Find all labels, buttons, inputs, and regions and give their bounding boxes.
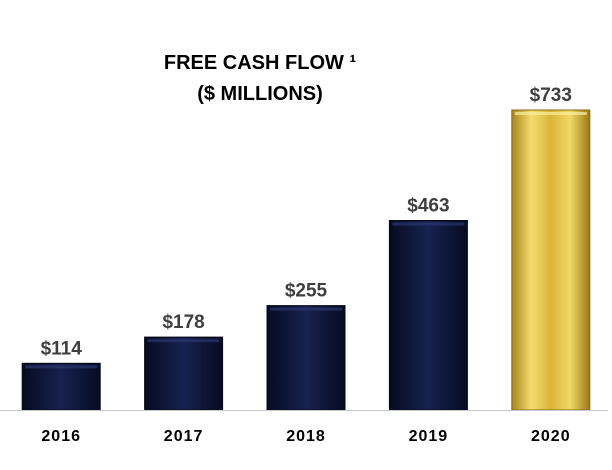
bar-2019 — [388, 220, 468, 411]
bar-bevel-2018 — [270, 307, 342, 311]
x-tick-2017: 2017 — [164, 428, 204, 445]
bar-bevel-2020 — [514, 112, 587, 115]
bar-2017 — [144, 336, 224, 411]
chart-subtitle: ($ MILLIONS) — [197, 83, 323, 105]
data-label-2018: $255 — [285, 281, 328, 302]
data-label-2017: $178 — [162, 312, 204, 333]
data-label-2020: $733 — [530, 85, 572, 106]
data-label-2016: $114 — [41, 338, 83, 359]
x-tick-2019: 2019 — [409, 428, 449, 445]
bar-bevel-2017 — [147, 339, 220, 343]
data-label-2019: $463 — [407, 196, 449, 217]
bar-2020 — [511, 109, 591, 411]
bar-2016 — [21, 362, 101, 411]
bar-2018 — [266, 305, 346, 411]
bar-bevel-2019 — [392, 222, 465, 226]
x-tick-2018: 2018 — [286, 428, 326, 445]
chart-title: FREE CASH FLOW ¹ — [163, 52, 357, 74]
x-tick-2016: 2016 — [41, 428, 81, 445]
x-tick-2020: 2020 — [531, 428, 571, 445]
bar-bevel-2016 — [25, 365, 98, 369]
